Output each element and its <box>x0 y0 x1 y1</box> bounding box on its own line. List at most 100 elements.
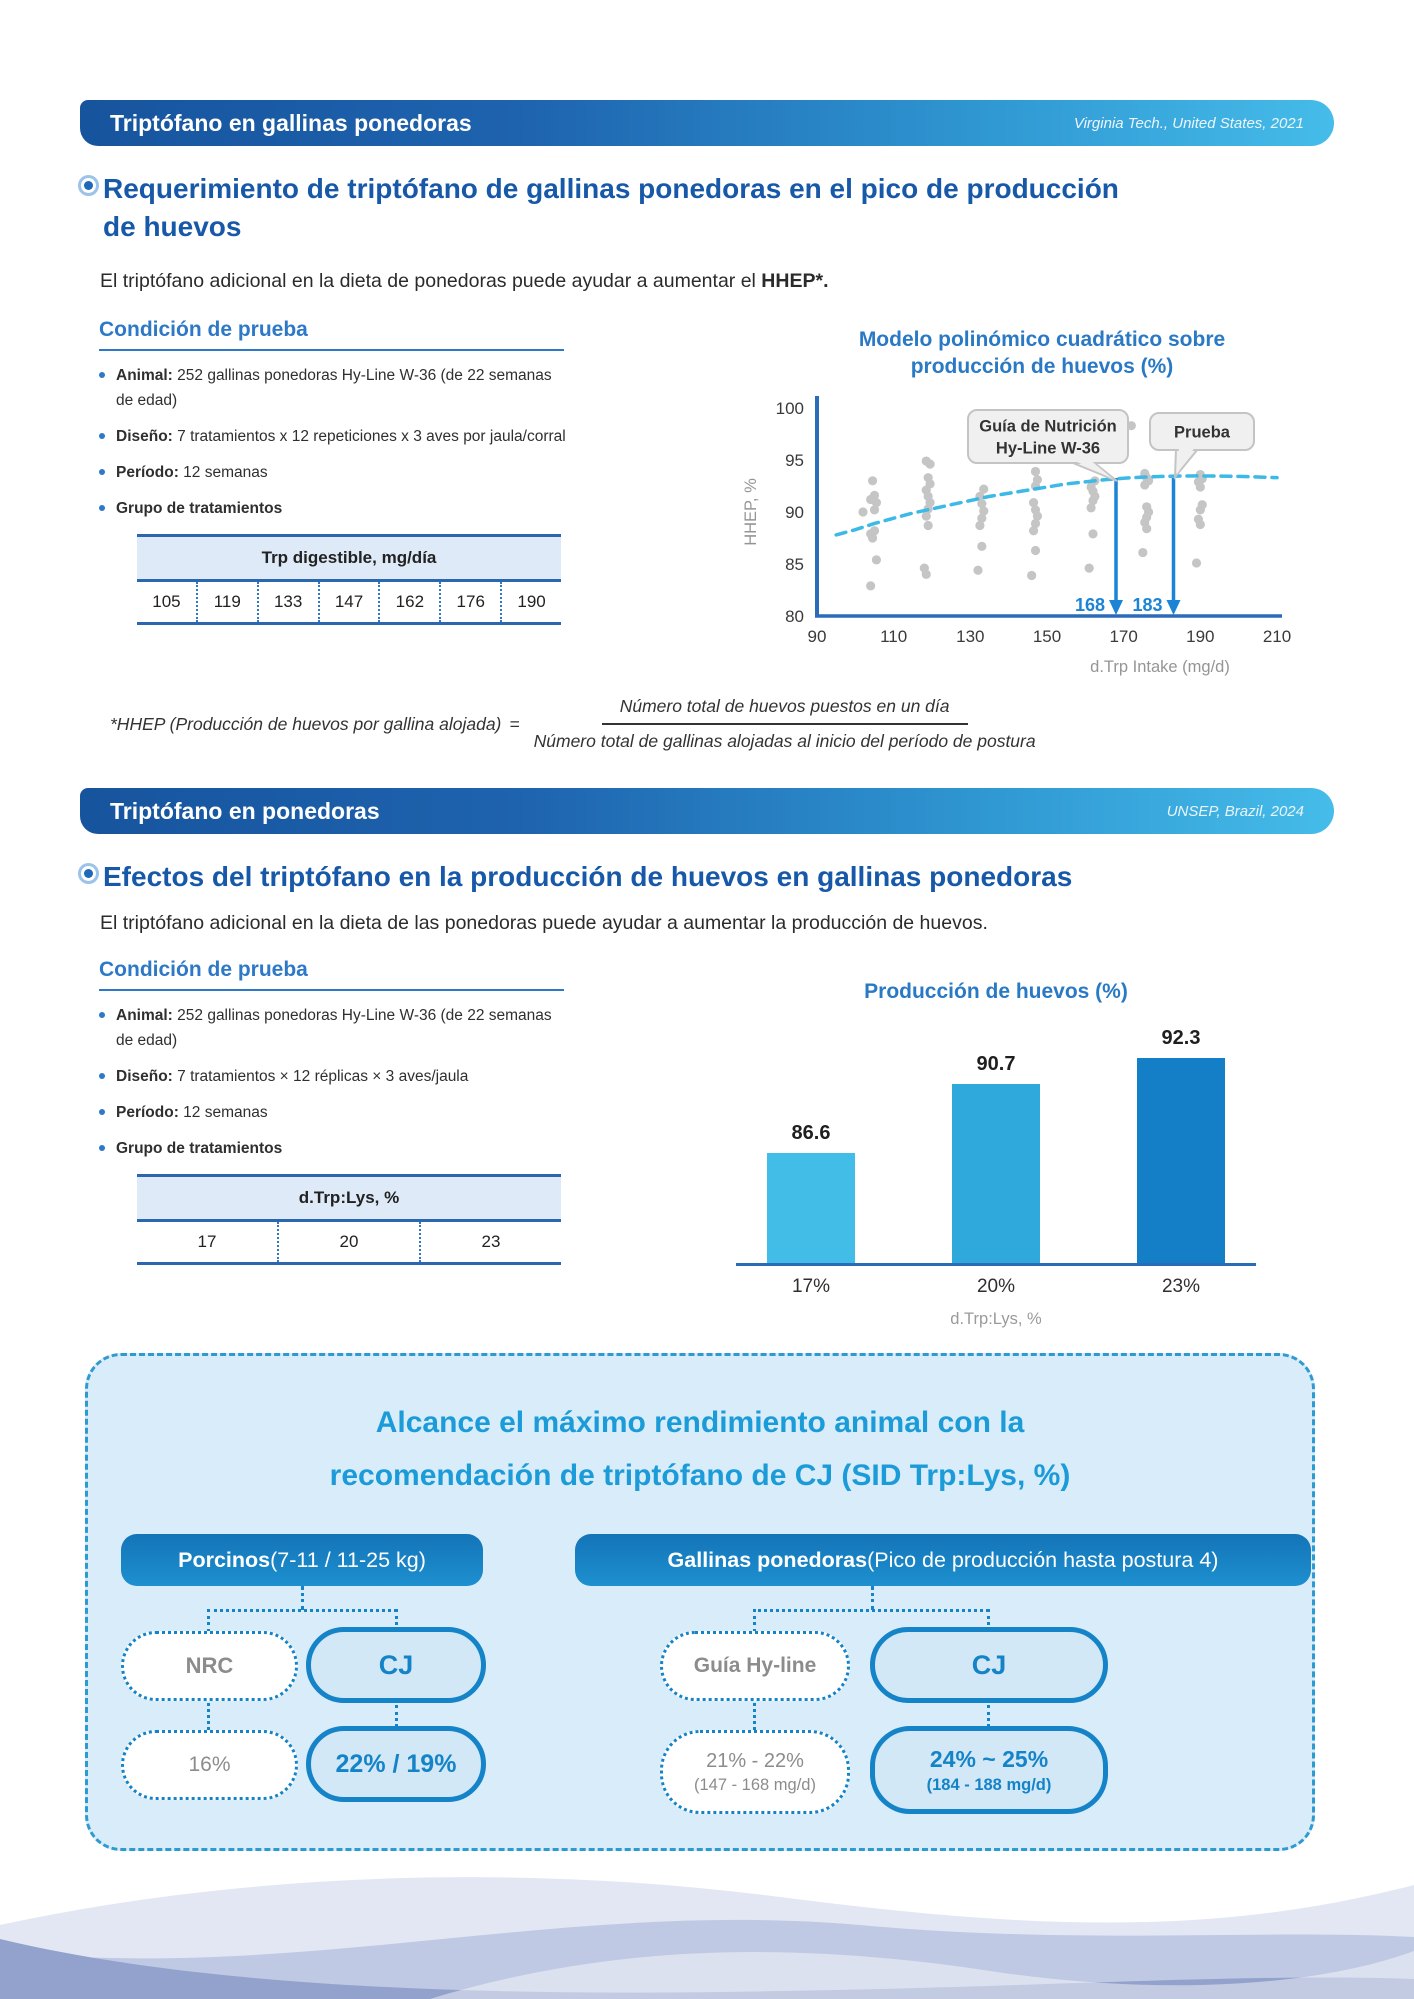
scatter-point <box>1030 505 1041 515</box>
treatment-table-cell: 17 <box>197 1231 217 1251</box>
connector-line <box>395 1609 398 1632</box>
scatter-point <box>975 520 985 531</box>
connector-line <box>753 1703 756 1730</box>
condition-label: Animal: <box>116 367 173 384</box>
section1-conditions: Condición de prueba Animal: 252 gallinas… <box>99 318 574 625</box>
treatment-table-cell: 190 <box>500 581 561 622</box>
cta-box: Alcance el máximo rendimiento animal con… <box>85 1353 1315 1851</box>
section2-header-bar: Triptófano en ponedoras UNSEP, Brazil, 2… <box>80 788 1334 834</box>
scatter-point <box>1030 518 1041 529</box>
porcinos-header-pill: Porcinos (7-11 / 11-25 kg) <box>121 1534 483 1586</box>
x-tick-label: 210 <box>1263 627 1291 646</box>
scatter-point <box>1086 503 1096 513</box>
scatter-point <box>921 456 931 466</box>
y-tick-label: 100 <box>776 399 804 418</box>
condition-label: Animal: <box>116 1007 173 1024</box>
scatter-point <box>867 476 878 486</box>
scatter-point <box>871 498 882 508</box>
cj-value-pill-porcinos: 22% / 19% <box>306 1726 486 1802</box>
scatter-point <box>973 565 983 575</box>
callout-text: Prueba <box>1174 424 1231 442</box>
callout-tail <box>1071 459 1113 479</box>
hyline-value-pill: 21% - 22% (147 - 168 mg/d) <box>660 1730 850 1814</box>
arrow-value-label: 183 <box>1132 595 1162 615</box>
scatter-title: Modelo polinómico cuadrático sobre <box>859 328 1225 351</box>
hyline-guide-label: Guía Hy-line <box>693 1654 817 1677</box>
x-tick-label: 170 <box>1109 627 1137 646</box>
y-tick-label: 85 <box>785 555 804 574</box>
y-tick-label: 80 <box>785 607 804 626</box>
scatter-point <box>867 533 878 543</box>
connector-line <box>871 1586 874 1610</box>
connector-line <box>301 1586 304 1610</box>
bar-value-label: 86.6 <box>791 1122 831 1144</box>
bullet-dot-icon <box>99 1109 105 1116</box>
treatment-table-cell: 133 <box>256 581 318 622</box>
scatter-point <box>871 555 882 565</box>
callout-tail <box>1177 447 1195 474</box>
formula-fraction: Número total de huevos puestos en un día… <box>534 696 1036 752</box>
bar-chart-categories: 17% 20% 23% <box>736 1276 1256 1298</box>
scatter-point <box>1126 421 1136 431</box>
scatter-point <box>1142 502 1152 512</box>
scatter-point <box>1032 475 1043 485</box>
cj-pill-porcinos: CJ <box>306 1627 486 1703</box>
y-tick-label: 95 <box>785 451 804 470</box>
callout-box <box>967 409 1129 464</box>
cj-label: CJ <box>378 1649 414 1680</box>
formula-numerator: Número total de huevos puestos en un día <box>601 696 968 725</box>
conditions-heading-1: Condición de prueba <box>99 318 564 351</box>
scatter-point <box>866 581 876 591</box>
scatter-point <box>977 499 987 509</box>
x-tick-label: 130 <box>956 627 984 646</box>
section1-intro: El triptófano adicional en la dieta de p… <box>100 270 828 293</box>
cj-label: CJ <box>971 1649 1007 1680</box>
scatter-title: producción de huevos (%) <box>911 355 1174 378</box>
bar-value-label: 92.3 <box>1161 1027 1201 1049</box>
ring-bullet-icon <box>84 869 93 878</box>
scatter-point <box>923 473 933 483</box>
arrowhead-icon <box>1166 600 1181 615</box>
treatment-table-cell: 162 <box>378 581 439 622</box>
treatment-table-cell: 105 <box>152 591 181 611</box>
treatment-table-row: 17 20 23 <box>137 1221 561 1262</box>
bar: 86.6 <box>767 1122 855 1263</box>
cj-pill-gallinas: CJ <box>870 1627 1108 1703</box>
bar-category-label: 23% <box>1161 1276 1201 1297</box>
bar-category-label: 20% <box>976 1276 1016 1297</box>
section2-intro-text: El triptófano adicional en la dieta de l… <box>100 912 988 934</box>
scatter-point <box>1030 545 1041 556</box>
condition-item: Grupo de tratamientos <box>99 1136 561 1161</box>
y-tick-label: 90 <box>785 503 804 522</box>
cj-value: 24% ~ 25% <box>929 1745 1049 1772</box>
formula-denominator: Número total de gallinas alojadas al ini… <box>533 731 1036 751</box>
bar: 90.7 <box>952 1053 1040 1263</box>
bar-rect <box>767 1153 855 1263</box>
scatter-point <box>979 506 989 516</box>
x-tick-label: 190 <box>1186 627 1214 646</box>
nrc-label: NRC <box>185 1653 234 1678</box>
scatter-point <box>1027 570 1037 581</box>
scatter-point <box>921 511 931 521</box>
callout-text: Guía de Nutrición <box>979 418 1117 436</box>
treatment-table-row: 105 119 133 147 162 176 190 <box>137 581 561 622</box>
scatter-point <box>1084 563 1094 573</box>
x-tick-label: 90 <box>808 627 827 646</box>
footer-wave-decoration <box>0 1877 1414 1999</box>
scatter-point <box>977 513 987 523</box>
section1-intro-bold: HHEP*. <box>761 270 829 292</box>
arrowhead-icon <box>1109 600 1123 615</box>
nrc-value-pill: 16% <box>121 1730 298 1800</box>
connector-line <box>753 1609 989 1612</box>
condition-label: Período: <box>116 464 179 482</box>
condition-text: 12 semanas <box>178 1104 268 1122</box>
section1-title: Requerimiento de triptófano de gallinas … <box>103 173 1119 242</box>
section1-header-title: Triptófano en gallinas ponedoras <box>110 109 472 136</box>
bar-rect <box>952 1084 1040 1263</box>
hyline-value-sub: (147 - 168 mg/d) <box>694 1775 816 1794</box>
bar-chart: Producción de huevos (%) 86.6 90.7 92.3 17… <box>736 980 1256 1329</box>
condition-item: Diseño: 7 tratamientos × 12 réplicas × 3… <box>99 1064 561 1089</box>
connector-line <box>987 1705 990 1727</box>
bar-rect <box>1137 1058 1225 1263</box>
